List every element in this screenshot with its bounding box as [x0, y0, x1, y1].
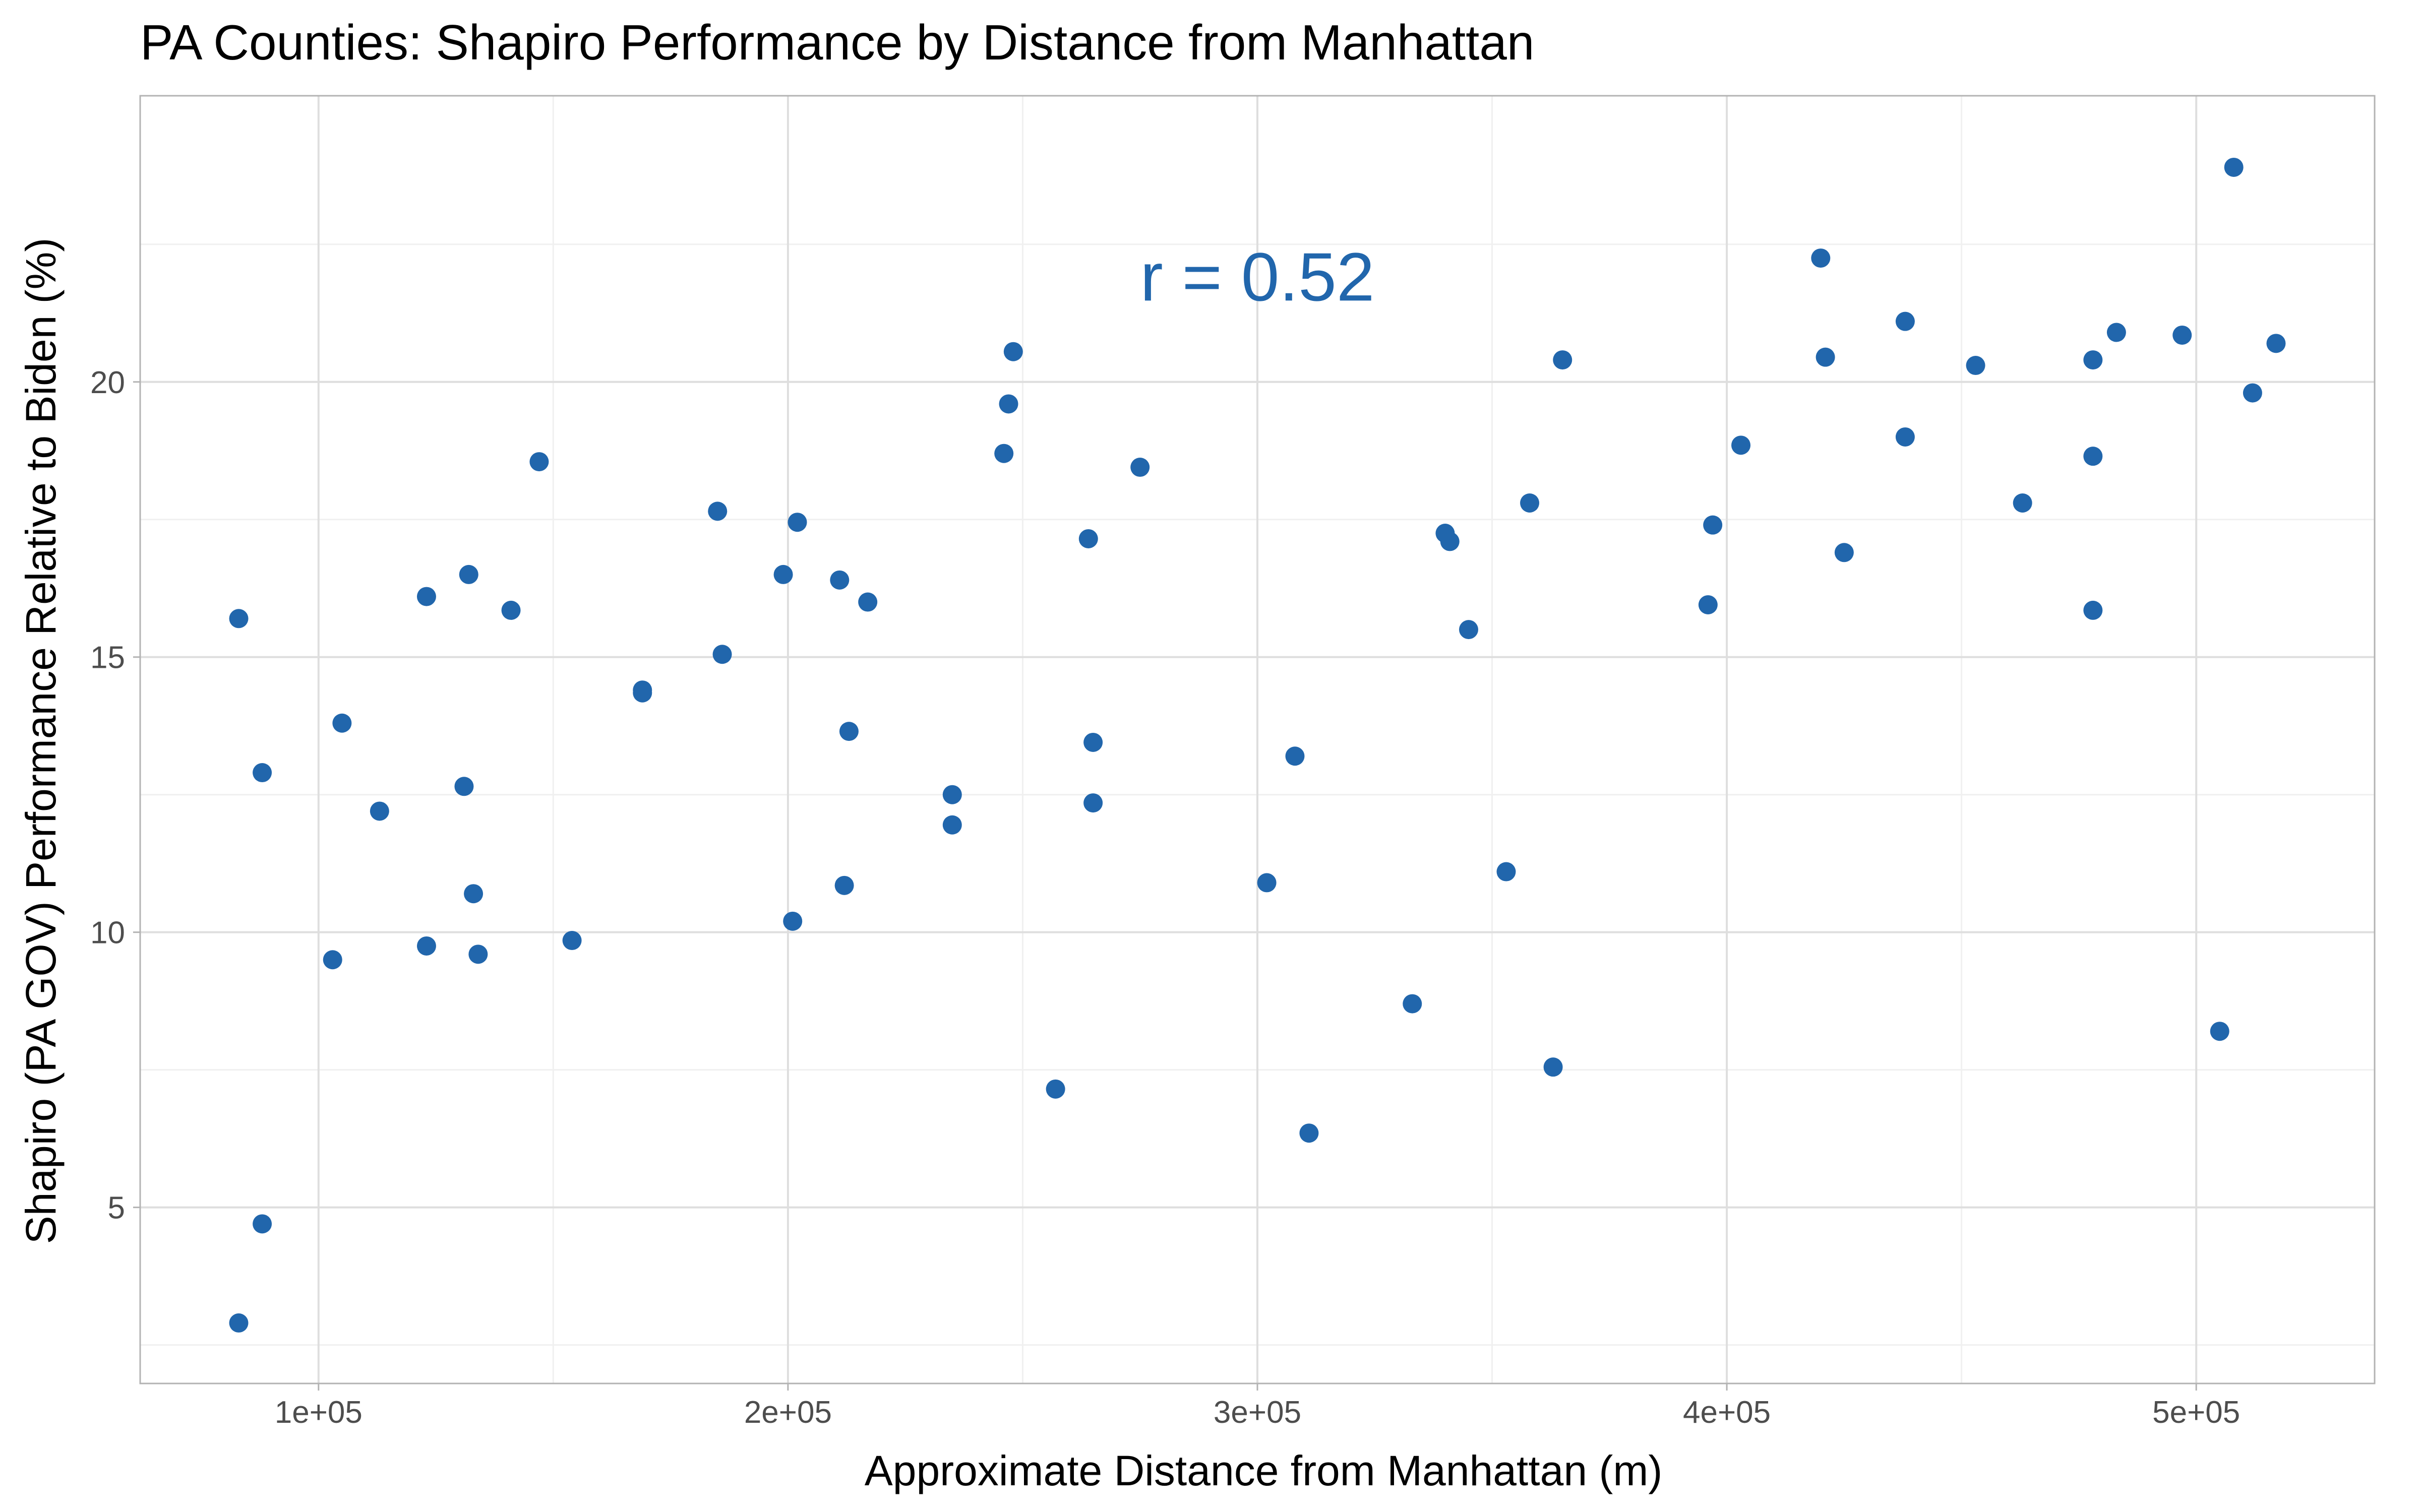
data-point [529, 452, 549, 472]
major-gridlines [140, 96, 2375, 1383]
data-point [501, 600, 521, 620]
data-point [773, 564, 793, 584]
data-point [1731, 435, 1751, 455]
data-point [834, 875, 854, 895]
plot-area: r = 0.52 [139, 95, 2376, 1384]
correlation-annotation: r = 0.52 [1140, 238, 1375, 315]
data-points [229, 157, 2286, 1333]
data-point [1698, 595, 1718, 614]
data-point [1083, 793, 1103, 813]
data-point [1257, 873, 1277, 893]
y-axis-label: Shapiro (PA GOV) Performance Relative to… [17, 238, 65, 1244]
data-point [454, 777, 474, 796]
data-point [2172, 325, 2192, 345]
x-tick-label: 1e+05 [275, 1395, 362, 1430]
data-point [1811, 248, 1831, 268]
data-point [999, 394, 1018, 414]
data-point [1130, 458, 1150, 477]
data-point [858, 592, 878, 612]
data-point [708, 501, 728, 521]
data-point [229, 1313, 249, 1333]
x-tick-label: 3e+05 [1214, 1395, 1301, 1430]
data-point [1459, 620, 1478, 640]
data-point [1003, 342, 1023, 361]
data-point [468, 944, 488, 964]
data-point [370, 801, 389, 821]
data-point [464, 884, 483, 904]
y-tick-label: 5 [108, 1191, 125, 1226]
data-point [2013, 493, 2032, 513]
x-axis-ticks: 1e+05 2e+05 3e+05 4e+05 5e+05 [275, 1383, 2240, 1430]
data-point [416, 587, 436, 606]
data-point [942, 815, 962, 835]
data-point [2210, 1022, 2229, 1041]
data-point [1895, 311, 1915, 331]
data-point [1078, 529, 1098, 548]
data-point [2106, 323, 2126, 342]
data-point [416, 936, 436, 956]
x-tick-label: 4e+05 [1683, 1395, 1771, 1430]
data-point [1083, 732, 1103, 752]
data-point [1966, 356, 1985, 375]
y-axis-ticks: 5 10 15 20 [90, 365, 140, 1226]
x-tick-label: 5e+05 [2152, 1395, 2240, 1430]
data-point [253, 763, 272, 783]
data-point [839, 722, 859, 741]
data-point [1520, 493, 1540, 513]
data-point [2266, 334, 2286, 353]
data-point [229, 609, 249, 628]
data-point [1703, 515, 1723, 535]
data-point [1285, 746, 1305, 766]
data-point [1543, 1057, 1563, 1077]
data-point [994, 444, 1014, 463]
data-point [1553, 350, 1572, 370]
data-point [562, 931, 582, 951]
data-point [788, 513, 807, 532]
data-point [2224, 157, 2244, 177]
data-point [712, 645, 732, 664]
data-point [2083, 447, 2103, 466]
data-point [1834, 543, 1854, 562]
data-point [1895, 427, 1915, 447]
y-tick-label: 20 [90, 365, 125, 400]
data-point [830, 570, 850, 590]
data-point [1046, 1079, 1065, 1099]
data-point [253, 1214, 272, 1234]
data-point [1403, 994, 1422, 1014]
y-tick-label: 15 [90, 641, 125, 675]
data-point [1440, 532, 1460, 551]
data-point [1496, 862, 1516, 881]
data-point [2243, 383, 2262, 403]
y-tick-label: 10 [90, 916, 125, 951]
data-point [332, 713, 352, 733]
data-point [633, 683, 652, 703]
data-point [1299, 1123, 1319, 1143]
data-point [323, 950, 342, 970]
data-point [783, 911, 803, 931]
data-point [459, 564, 478, 584]
data-point [1816, 347, 1835, 367]
x-axis-label: Approximate Distance from Manhattan (m) [865, 1447, 1663, 1494]
data-point [2083, 600, 2103, 620]
x-tick-label: 2e+05 [744, 1395, 832, 1430]
data-point [2083, 350, 2103, 370]
data-point [942, 785, 962, 804]
chart-title: PA Counties: Shapiro Performance by Dist… [140, 15, 1534, 70]
